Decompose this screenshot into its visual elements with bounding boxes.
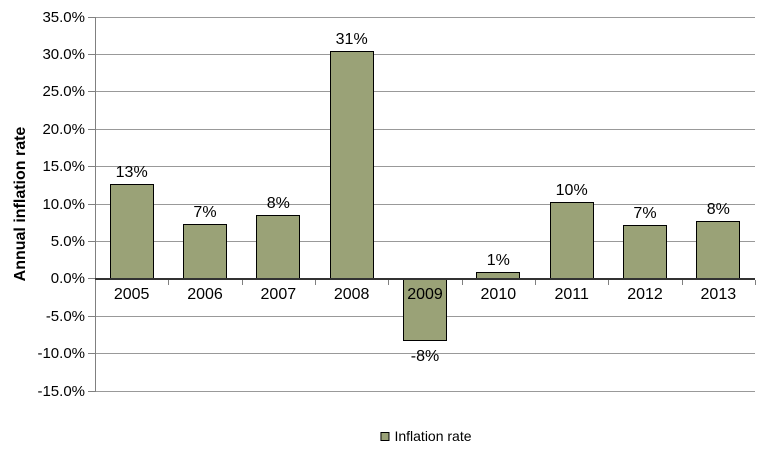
x-tick-mark: [608, 279, 610, 285]
x-category-label: 2010: [480, 285, 517, 303]
y-tick-label: 35.0%: [42, 8, 85, 26]
gridline: [95, 353, 755, 355]
y-tick-mark: [88, 16, 95, 18]
y-tick-mark: [88, 203, 95, 205]
bar-value-label: 31%: [335, 30, 368, 48]
gridline: [95, 128, 755, 130]
legend-label: Inflation rate: [394, 428, 472, 444]
y-tick-label: -15.0%: [37, 382, 85, 400]
y-tick-label: 30.0%: [42, 45, 85, 63]
gridline: [95, 16, 755, 18]
bar-2008: [329, 50, 374, 279]
bar-value-label: 7%: [633, 204, 657, 222]
x-tick-mark: [388, 279, 390, 285]
gridline: [95, 53, 755, 55]
gridline: [95, 390, 755, 392]
x-tick-mark: [755, 279, 756, 285]
y-tick-mark: [88, 315, 95, 317]
y-tick-label: 10.0%: [42, 195, 85, 213]
x-tick-mark: [681, 279, 683, 285]
y-tick-mark: [88, 390, 95, 392]
x-tick-mark: [241, 279, 243, 285]
legend-swatch-icon: [380, 431, 390, 441]
bar-2006: [183, 224, 227, 279]
y-tick-label: -10.0%: [37, 345, 85, 363]
x-tick-mark: [168, 279, 170, 285]
x-category-label: 2008: [333, 285, 370, 303]
x-axis-line: [95, 277, 755, 280]
y-tick-mark: [88, 53, 95, 55]
y-tick-mark: [88, 128, 95, 130]
gridline: [95, 240, 755, 242]
bar-2013: [696, 221, 741, 279]
x-category-label: 2011: [554, 285, 589, 303]
y-tick-label: -5.0%: [45, 307, 85, 325]
legend: Inflation rate: [380, 428, 472, 444]
x-category-label: 2007: [260, 285, 297, 303]
gridline: [95, 91, 755, 93]
x-tick-mark: [315, 279, 316, 285]
y-tick-label: 20.0%: [42, 120, 85, 138]
bar-2012: [623, 224, 667, 279]
bar-2011: [549, 201, 594, 279]
x-category-label: 2013: [700, 285, 737, 303]
y-tick-mark: [88, 240, 95, 242]
gridline: [95, 203, 755, 205]
y-tick-label: 5.0%: [50, 232, 85, 250]
y-tick-label: 25.0%: [42, 83, 85, 101]
bar-2007: [256, 215, 301, 279]
bar-value-label: -8%: [410, 347, 440, 365]
y-tick-mark: [88, 353, 95, 355]
bar-value-label: 13%: [115, 163, 148, 181]
bar-value-label: 7%: [193, 204, 217, 222]
x-category-label: 2012: [627, 285, 663, 303]
bar-value-label: 8%: [706, 201, 730, 219]
x-tick-mark: [535, 279, 536, 285]
bar-value-label: 10%: [555, 181, 588, 199]
x-category-label: 2005: [113, 285, 150, 303]
y-tick-label: 15.0%: [42, 158, 85, 176]
bar-value-label: 1%: [486, 252, 510, 270]
x-tick-mark: [461, 279, 463, 285]
x-category-label: 2009: [407, 285, 443, 303]
x-tick-mark: [95, 279, 96, 285]
bar-2005: [109, 183, 154, 279]
y-tick-mark: [88, 278, 95, 280]
y-axis-line: [95, 17, 96, 392]
y-tick-mark: [88, 91, 95, 93]
y-tick-mark: [88, 166, 95, 168]
y-tick-label: 0.0%: [50, 270, 85, 288]
gridline: [95, 166, 755, 168]
bar-2009: [403, 278, 447, 341]
x-category-label: 2006: [187, 285, 223, 303]
bar-value-label: 8%: [266, 195, 290, 213]
